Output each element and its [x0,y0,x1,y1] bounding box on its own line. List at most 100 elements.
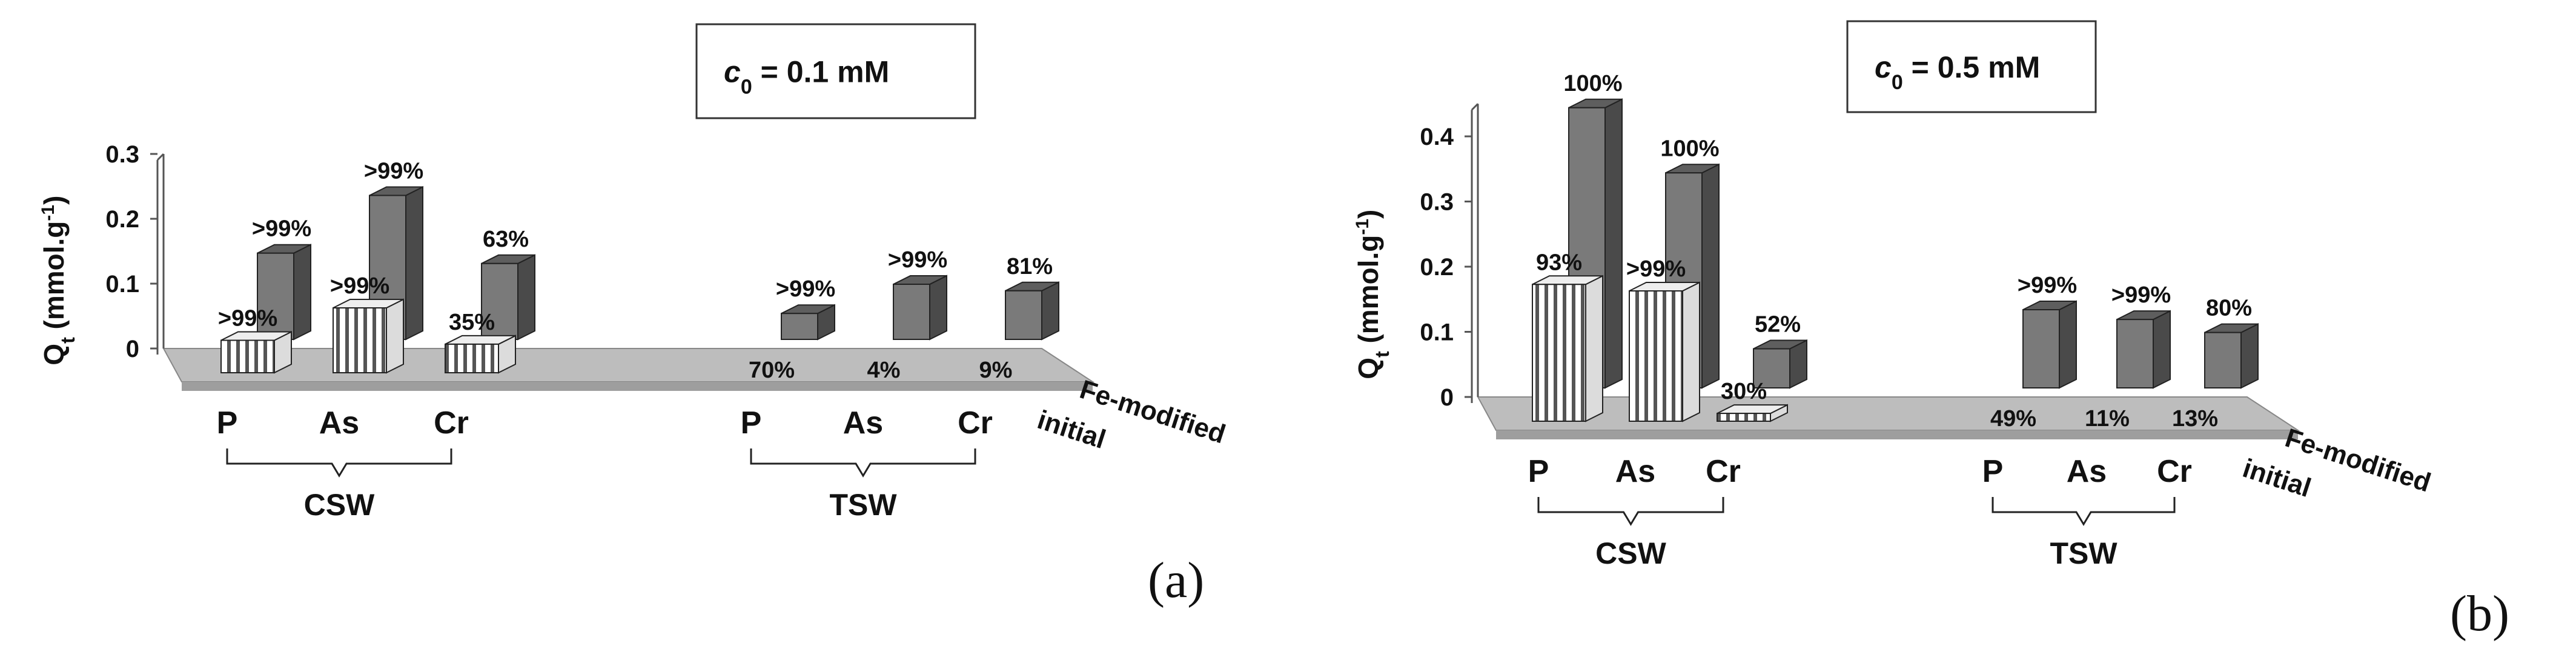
data-label-initial: >99% [218,306,277,332]
bar-fe-modified-side [1701,163,1720,389]
data-label-initial: 35% [449,310,495,335]
conc-rest: = 0.1 mM [752,55,890,89]
bar-fe-modified-front [2022,309,2060,388]
x-category-label: As [319,405,359,441]
floor-plane [162,348,1095,382]
data-label-fe-modified: 52% [1755,312,1801,338]
bar-fe-modified-side [1041,281,1059,341]
panel-letter: (b) [2450,585,2509,642]
x-category-label: Cr [2157,454,2192,489]
bar-fe-modified-side [2240,323,2259,389]
bar-fe-modified [2022,300,2077,389]
x-category-label: P [1528,454,1549,489]
bar-initial [1717,404,1788,422]
row-label-initial: initial [2239,453,2314,503]
data-label-initial: 9% [979,358,1013,383]
conc-symbol: c [1875,50,1892,84]
y-label-ylabel-sup: -1 [1353,219,1372,235]
y-tick-label: 0.2 [105,206,139,233]
bar-fe-modified-front [481,262,518,340]
bar-fe-modified-front [781,313,818,341]
bar-initial-front [220,339,275,373]
conc-subscript: 0 [741,76,752,99]
y-tick-label: 0.2 [1420,254,1454,281]
x-category-label: Cr [1706,454,1741,489]
y-label-ylabel-main: Q [1353,358,1384,379]
floor-edge [182,382,1093,391]
conc-subscript: 0 [1892,71,1903,94]
y-tick-label: 0.1 [1420,319,1454,346]
bar-fe-modified [781,304,835,341]
bar-fe-modified-front [2116,319,2154,388]
data-label-initial: >99% [330,273,389,299]
bar-fe-modified-front [893,284,930,340]
y-axis-label: Qt (mmol.g-1) [38,196,79,365]
bar-initial-side [386,298,404,374]
group-label: CSW [1595,536,1666,570]
data-label-initial: 4% [867,358,901,383]
data-label-initial: 93% [1536,250,1582,275]
x-category-label: Cr [958,405,993,441]
x-category-label: As [843,405,883,441]
y-label-ylabel-unit-a: (mmol.g [1353,235,1384,352]
bar-initial-side [1682,281,1700,422]
data-label-initial: 70% [749,358,795,383]
y-tick-label: 0 [126,336,139,362]
x-category-label: As [2067,454,2107,489]
concentration-box [1846,20,2097,113]
bar-fe-modified-side [1604,98,1623,389]
group-label: TSW [829,488,897,522]
bar-fe-modified [2204,323,2259,389]
data-label-initial: 11% [2085,406,2130,432]
conc-symbol: c [724,55,741,89]
group-brace [1537,497,1724,526]
group-label: CSW [304,488,375,522]
data-label-fe-modified: >99% [888,247,947,273]
bar-fe-modified [481,254,535,341]
bar-initial [333,298,404,374]
data-label-fe-modified: 63% [483,227,529,252]
data-label-initial: >99% [1626,256,1686,282]
data-label-fe-modified: 80% [2206,296,2252,321]
x-category-label: As [1615,454,1655,489]
group-brace [226,448,452,478]
y-label-ylabel-sup: -1 [38,205,58,221]
bar-initial-front [1629,290,1683,422]
data-label-initial: 49% [1990,406,2036,432]
data-label-fe-modified: >99% [2111,282,2171,308]
data-label-initial: 30% [1721,379,1767,404]
y-label-ylabel-sub: t [57,337,79,344]
bar-fe-modified [2116,310,2171,389]
data-label-fe-modified: >99% [2018,273,2077,298]
chart-panel-a: 0 0.1 0.2 0.3 Qt (mmol.g-1) >99% >99% P >99% >99%… [38,23,1229,608]
bar-fe-modified [1005,281,1059,341]
y-label-ylabel-sub: t [1371,351,1393,358]
concentration-label: c0 = 0.5 mM [1875,50,2040,94]
bar-initial-side [1585,275,1603,422]
x-category-label: P [1982,454,2004,489]
x-category-label: P [217,405,238,441]
data-label-fe-modified: >99% [252,216,311,242]
concentration-label: c0 = 0.1 mM [724,55,889,99]
group-label: TSW [2050,536,2117,570]
x-category-label: P [741,405,762,441]
row-label-initial: initial [1034,405,1109,455]
bar-fe-modified-front [2204,332,2242,388]
bar-initial-front [1717,413,1771,422]
y-label-ylabel-main: Q [38,344,70,365]
group-brace [1992,497,2176,526]
bar-fe-modified-front [1753,348,1790,388]
bar-initial [1532,275,1603,422]
y-tick-label: 0.3 [105,141,139,168]
x-category-label: Cr [434,405,469,441]
bar-initial [445,335,516,374]
panel-letter: (a) [1148,552,1204,608]
bar-initial-front [1532,284,1586,422]
floor-edge [1496,430,2298,439]
y-axis-3d [1471,103,1479,111]
y-axis-label: Qt (mmol.g-1) [1353,210,1394,379]
data-label-fe-modified: 100% [1563,71,1622,96]
concentration-box [695,23,976,119]
group-brace [750,448,976,478]
bar-fe-modified [257,244,311,341]
